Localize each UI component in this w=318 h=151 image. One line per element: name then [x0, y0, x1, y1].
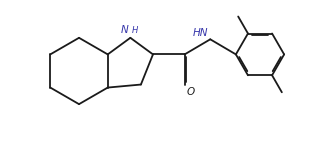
- Text: H: H: [132, 26, 138, 35]
- Text: HN: HN: [192, 27, 208, 37]
- Text: O: O: [187, 87, 195, 97]
- Text: N: N: [121, 25, 129, 35]
